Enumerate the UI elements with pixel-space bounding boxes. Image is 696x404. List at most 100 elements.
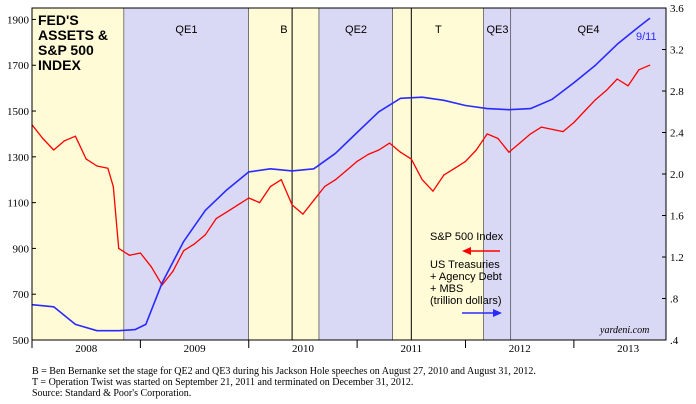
title-line-2: ASSETS & — [38, 27, 108, 43]
period-band-6 — [511, 8, 666, 340]
period-label-4: T — [435, 24, 442, 36]
event-lines — [291, 8, 412, 340]
footnotes: B = Ben Bernanke set the stage for QE2 a… — [32, 366, 536, 399]
sp500-point-36 — [410, 158, 412, 160]
sp500-point-47 — [529, 133, 532, 135]
sp500-point-21 — [248, 197, 250, 199]
sp500-point-2 — [53, 149, 55, 151]
fed-assets-point-6 — [145, 323, 147, 326]
legend-sp500-label: S&P 500 Index — [430, 231, 504, 243]
sp500-point-17 — [204, 234, 207, 236]
x-tick-label-0: 2008 — [75, 343, 98, 355]
right-tick-label-4: 2.0 — [670, 169, 684, 181]
sp500-point-4 — [74, 135, 76, 137]
legend: S&P 500 Index US Treasuries + Agency Deb… — [430, 231, 504, 317]
sp500-point-43 — [486, 133, 488, 135]
sp500-point-48 — [540, 126, 542, 128]
sp500-point-26 — [302, 213, 304, 215]
sp500-point-37 — [421, 179, 423, 181]
sp500-point-19 — [226, 211, 228, 213]
period-band-5 — [483, 8, 512, 340]
sp500-point-31 — [356, 160, 358, 163]
legend-fed-arrowhead — [493, 309, 502, 317]
right-tick-label-0: .4 — [670, 335, 679, 347]
sp500-point-6 — [96, 165, 98, 167]
sp500-point-49 — [551, 128, 553, 130]
sp500-point-9 — [118, 247, 120, 250]
credit-label: yardeni.com — [599, 325, 649, 336]
fed-assets-point-1 — [53, 306, 55, 308]
left-tick-label-7: 1900 — [7, 14, 30, 26]
period-label-3: QE2 — [345, 24, 367, 36]
sp500-point-15 — [183, 250, 185, 252]
footnote-source: Source: Standard & Poor's Corporation. — [32, 388, 191, 399]
legend-fed-line-4: (trillion dollars) — [430, 295, 502, 307]
fed-assets-point-28 — [616, 43, 618, 45]
sp500-point-1 — [42, 137, 44, 140]
fed-assets-point-14 — [313, 168, 315, 170]
left-tick-label-6: 1700 — [7, 60, 30, 72]
sp500-point-25 — [291, 204, 293, 206]
x-tick-label-2: 2010 — [292, 343, 315, 355]
sp500-point-54 — [605, 89, 607, 92]
period-band-2 — [248, 8, 320, 340]
fed-assets-point-20 — [443, 99, 445, 101]
right-tick-label-8: 3.6 — [670, 3, 684, 15]
sp500-point-38 — [432, 190, 434, 192]
sp500-point-46 — [519, 142, 521, 144]
sp500-point-55 — [616, 78, 618, 80]
title-line-3: S&P 500 — [38, 42, 94, 58]
fed-assets-point-5 — [134, 329, 136, 331]
period-band-4 — [392, 8, 484, 340]
fed-assets-point-26 — [573, 82, 575, 84]
sp500-point-16 — [193, 243, 196, 245]
fed-assets-point-16 — [356, 131, 358, 134]
end-date-label: 9/11 — [636, 31, 657, 43]
footnote-b: B = Ben Bernanke set the stage for QE2 a… — [32, 366, 536, 377]
sp500-point-56 — [627, 85, 629, 87]
sp500-point-41 — [464, 160, 467, 163]
fed-assets-point-9 — [204, 209, 207, 211]
period-labels: QE1 B QE2 T QE3 QE4 — [175, 24, 599, 36]
fed-assets-point-27 — [594, 64, 597, 66]
sp500-point-34 — [389, 142, 391, 144]
sp500-point-10 — [128, 254, 131, 256]
right-tick-label-1: .8 — [670, 294, 679, 306]
sp500-point-45 — [508, 151, 510, 153]
sp500-point-24 — [280, 179, 282, 181]
sp500-point-3 — [63, 140, 66, 142]
sp500-point-33 — [378, 149, 380, 151]
period-band-3 — [319, 8, 393, 340]
sp500-point-28 — [324, 185, 326, 188]
left-axis-ticks: 500 700 900 1100 1300 1500 1700 1900 — [7, 14, 36, 347]
sp500-point-53 — [594, 98, 597, 101]
fed-assets-point-11 — [248, 171, 250, 173]
left-tick-label-3: 1100 — [7, 198, 29, 210]
x-tick-label-4: 2012 — [509, 343, 531, 355]
fed-assets-point-13 — [291, 170, 293, 172]
sp500-point-22 — [258, 202, 261, 204]
left-tick-label-5: 1500 — [7, 106, 30, 118]
fed-assets-point-2 — [74, 323, 76, 326]
right-tick-label-6: 2.8 — [670, 86, 684, 98]
series-lines — [31, 17, 651, 332]
sp500-point-40 — [454, 167, 456, 169]
sp500-point-8 — [112, 185, 114, 188]
fed-assets-point-15 — [334, 152, 337, 154]
legend-fed-line-1: US Treasuries — [430, 259, 500, 271]
sp500-point-39 — [443, 174, 445, 176]
sp500-point-14 — [172, 270, 174, 272]
footnote-t: T = Operation Twist was started on Septe… — [32, 377, 413, 388]
fed-assets-point-3 — [96, 330, 98, 332]
x-tick-label-1: 2009 — [184, 343, 207, 355]
left-tick-label-0: 500 — [13, 335, 30, 347]
x-axis-ticks: 2008 2009 2010 2011 2012 2013 — [31, 340, 640, 355]
sp500-point-20 — [237, 204, 239, 206]
legend-fed-line-2: + Agency Debt — [430, 271, 502, 283]
fed-assets-point-22 — [486, 108, 488, 110]
sp500-point-50 — [562, 131, 564, 133]
sp500-point-23 — [269, 185, 272, 188]
title-line-1: FED'S — [38, 12, 79, 28]
sp500-point-27 — [313, 199, 315, 201]
